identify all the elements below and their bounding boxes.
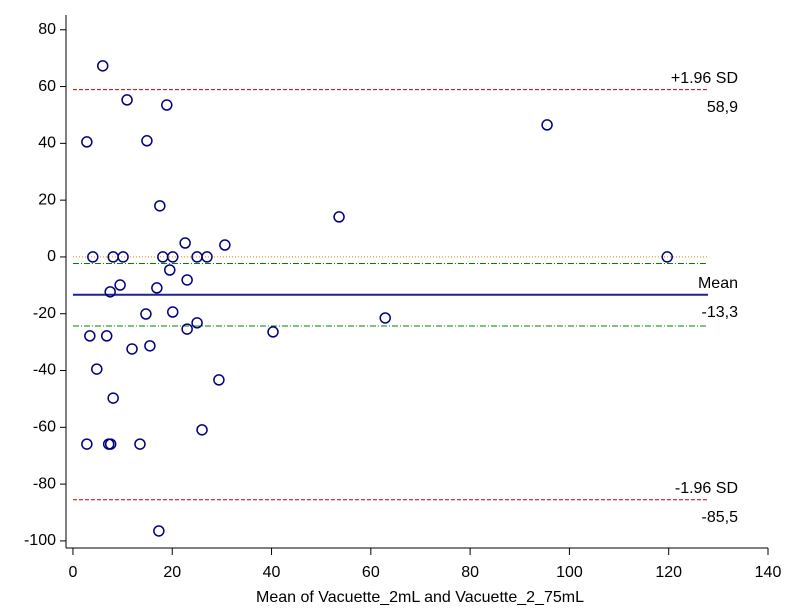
data-point	[100, 330, 113, 342]
data-point	[91, 363, 103, 375]
data-point	[379, 312, 391, 324]
y-tick-label: -100	[24, 532, 56, 549]
data-point	[219, 239, 231, 251]
data-point	[151, 282, 163, 294]
reference-value-label: -13,3	[702, 304, 739, 321]
data-point	[267, 326, 279, 338]
data-point	[121, 94, 133, 106]
reference-value-label: -85,5	[702, 509, 739, 526]
data-point	[104, 286, 116, 298]
data-point	[181, 274, 193, 286]
y-tick-label: 80	[38, 21, 56, 38]
y-tick-label: 0	[47, 248, 56, 265]
x-tick-label: 120	[655, 564, 682, 581]
data-point	[181, 323, 193, 335]
data-point	[87, 251, 99, 263]
x-tick-label: 60	[362, 564, 380, 581]
y-tick-label: -80	[33, 475, 56, 492]
data-point	[166, 251, 179, 263]
data-point	[179, 237, 191, 249]
data-point	[126, 343, 138, 355]
data-point	[134, 438, 146, 450]
x-tick-label: 100	[556, 564, 583, 581]
data-point	[140, 308, 152, 320]
data-point	[144, 340, 156, 352]
data-point	[153, 525, 165, 537]
x-tick-label: 40	[263, 564, 281, 581]
data-point	[196, 424, 208, 436]
data-point	[117, 251, 129, 263]
y-tick-label: 60	[38, 78, 56, 95]
reference-label: Mean	[698, 275, 738, 292]
reference-label: -1.96 SD	[675, 480, 738, 497]
data-point	[81, 438, 93, 450]
data-point	[107, 392, 119, 404]
data-point	[96, 60, 109, 72]
y-tick-label: -40	[33, 362, 56, 379]
x-axis-label: Mean of Vacuette_2mL and Vacuette_2_75mL	[256, 589, 584, 606]
y-tick-label: -60	[33, 419, 56, 436]
y-tick-label: 20	[38, 191, 56, 208]
data-point	[154, 200, 166, 212]
data-point	[333, 211, 345, 223]
data-point	[84, 330, 96, 342]
reference-label: +1.96 SD	[671, 70, 738, 87]
reference-value-label: 58,9	[707, 99, 738, 116]
y-tick-label: 40	[38, 135, 56, 152]
x-tick-label: 20	[163, 564, 181, 581]
y-tick-label: -20	[33, 305, 56, 322]
data-point	[141, 135, 153, 147]
data-point	[661, 251, 673, 263]
data-point	[114, 279, 126, 291]
data-point	[166, 306, 179, 318]
data-point	[81, 136, 93, 148]
data-point	[161, 99, 173, 111]
data-point	[191, 317, 203, 329]
x-tick-label: 0	[68, 564, 77, 581]
data-point	[164, 264, 176, 276]
x-tick-label: 80	[461, 564, 479, 581]
data-point	[541, 119, 553, 131]
data-point	[201, 251, 213, 263]
data-point	[104, 438, 117, 450]
data-point	[213, 374, 225, 386]
x-tick-label: 140	[755, 564, 782, 581]
